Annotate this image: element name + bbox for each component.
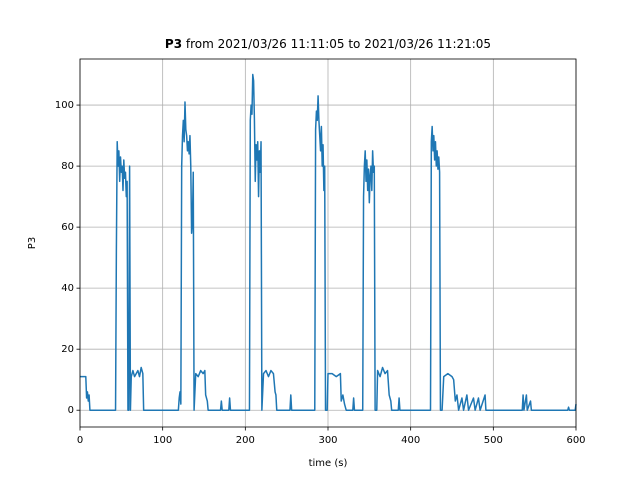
x-tick-label: 200	[236, 435, 255, 446]
x-tick-label: 400	[401, 435, 420, 446]
y-tick-label: 80	[61, 161, 74, 172]
chart-title: P3 from 2021/03/26 11:11:05 to 2021/03/2…	[165, 37, 491, 51]
y-tick-label: 60	[61, 222, 74, 233]
y-tick-label: 40	[61, 283, 74, 294]
y-tick-label: 0	[68, 405, 74, 416]
data-line	[80, 73, 577, 411]
title-rest: from 2021/03/26 11:11:05 to 2021/03/26 1…	[186, 37, 491, 51]
y-axis-label: P3	[27, 237, 38, 249]
title-bold: P3	[165, 37, 182, 51]
plot-frame	[79, 58, 577, 428]
x-tick-label: 300	[318, 435, 337, 446]
y-tick-label: 100	[55, 100, 74, 111]
x-tick-label: 0	[77, 435, 83, 446]
x-tick-label: 600	[566, 435, 585, 446]
x-tick-label: 500	[484, 435, 503, 446]
y-tick-label: 20	[61, 344, 74, 355]
x-axis-label: time (s)	[309, 458, 348, 469]
x-tick-label: 100	[153, 435, 172, 446]
